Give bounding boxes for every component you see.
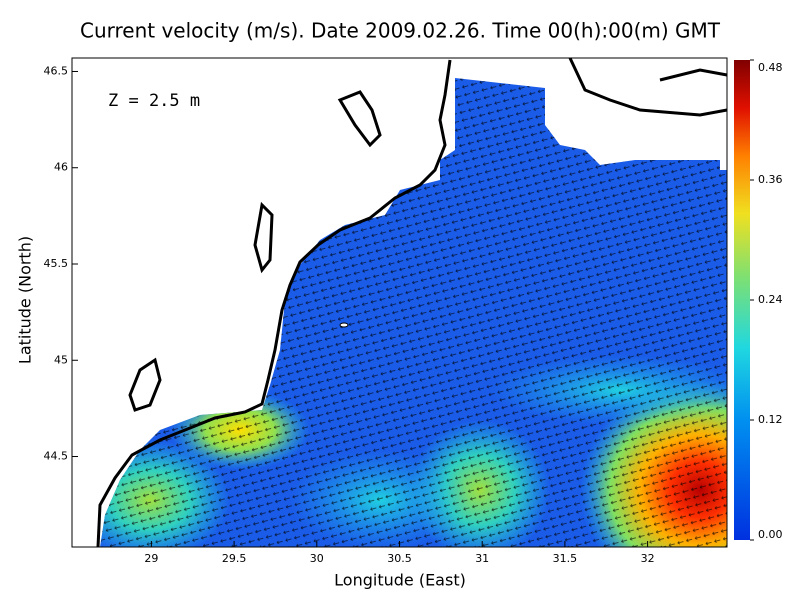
x-tick-label: 32 xyxy=(641,552,655,565)
x-tick-label: 31 xyxy=(475,552,489,565)
x-tick-label: 29.5 xyxy=(222,552,247,565)
x-tick-label: 30.5 xyxy=(387,552,412,565)
y-tick-label: 46.5 xyxy=(44,64,69,77)
x-tick-label: 29 xyxy=(144,552,158,565)
y-tick-label: 46 xyxy=(54,161,68,174)
chart-title: Current velocity (m/s). Date 2009.02.26.… xyxy=(80,19,721,43)
y-tick-label: 44.5 xyxy=(44,450,69,463)
depth-label: Z = 2.5 m xyxy=(108,91,200,111)
colorbar xyxy=(734,60,750,540)
y-axis-label: Latitude (North) xyxy=(16,236,35,364)
colorbar-tick-label: 0.12 xyxy=(758,413,783,426)
colorbar-tick-label: 0.36 xyxy=(758,173,783,186)
x-tick-label: 31.5 xyxy=(553,552,578,565)
island xyxy=(339,322,349,328)
colorbar-tick-label: 0.24 xyxy=(758,293,783,306)
x-axis-label: Longitude (East) xyxy=(334,571,466,590)
colorbar-tick-label: 0.48 xyxy=(758,61,783,74)
coastline xyxy=(96,57,728,548)
velocity-field xyxy=(100,78,727,547)
y-tick-label: 45 xyxy=(54,353,68,366)
y-tick-label: 45.5 xyxy=(44,257,69,270)
x-tick-label: 30 xyxy=(310,552,324,565)
colorbar-tick-label: 0.00 xyxy=(758,528,783,541)
